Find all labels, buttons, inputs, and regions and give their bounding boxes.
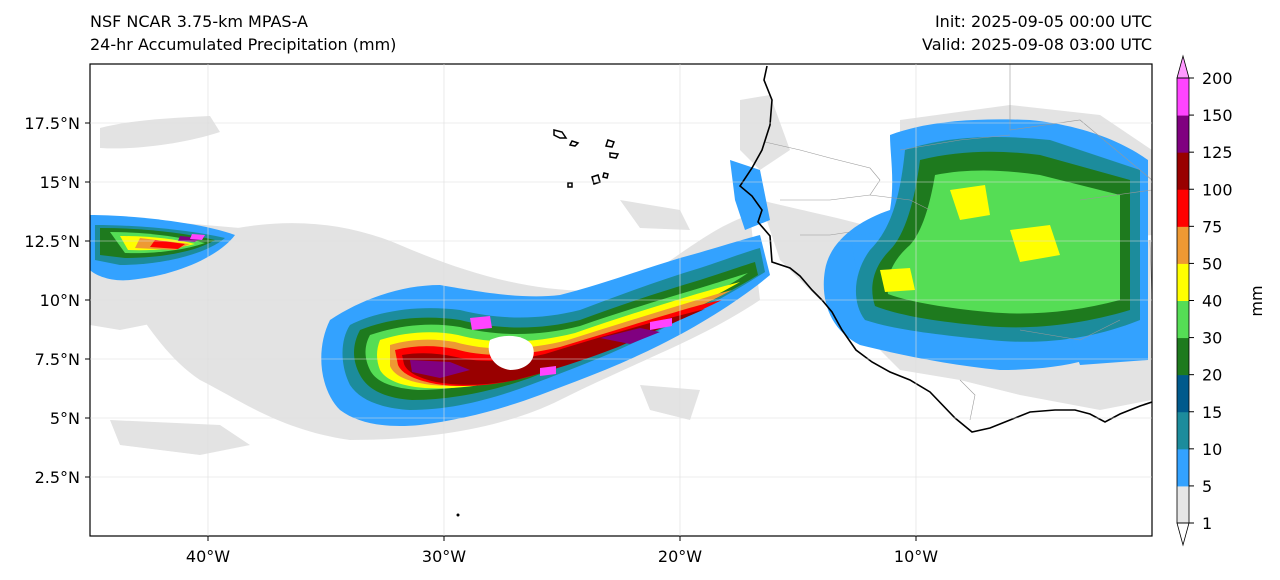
valid-time: Valid: 2025-09-08 03:00 UTC [921,35,1152,54]
colorbar-tick-label: 125 [1202,143,1233,162]
colorbar-segment [1177,448,1189,487]
lon-tick-label: 10°W [894,547,938,566]
colorbar-segment [1177,78,1189,116]
colorbar-tick-label: 100 [1202,180,1233,199]
colorbar-segment [1177,152,1189,190]
lat-tick-label: 5°N [50,409,80,428]
colorbar-tick-label: 1 [1202,514,1212,533]
precip-clear-area [488,335,534,370]
colorbar-tick-label: 150 [1202,106,1233,125]
colorbar-segment [1177,300,1189,339]
colorbar-segment [1177,115,1189,153]
colorbar-tick-label: 30 [1202,329,1222,348]
colorbar-segment [1177,263,1189,301]
lon-tick-label: 40°W [186,547,230,566]
country-borders [764,64,1152,421]
colorbar-tick-label: 75 [1202,217,1222,236]
colorbar-tick-label: 5 [1202,477,1212,496]
colorbar-segment [1177,411,1189,450]
precip-150mm [190,234,672,376]
init-time: Init: 2025-09-05 00:00 UTC [934,12,1152,31]
colorbar-segment [1177,337,1189,376]
colorbar-segment [1177,189,1189,227]
colorbar-extend-min [1176,522,1190,547]
precip-100mm [402,309,705,385]
map-area [90,64,1152,536]
lat-tick-label: 17.5°N [24,114,80,133]
colorbar-tick-label: 50 [1202,254,1222,273]
colorbar-extend-max [1176,54,1190,79]
model-name: NSF NCAR 3.75-km MPAS-A [90,12,308,31]
lat-tick-label: 7.5°N [35,350,80,369]
precip-125mm [178,236,660,378]
title-left: NSF NCAR 3.75-km MPAS-A 24-hr Accumulate… [90,11,396,57]
colorbar-tick-label: 15 [1202,403,1222,422]
colorbar-tick-label: 40 [1202,292,1222,311]
colorbar-unit-label: mm [1247,285,1266,316]
colorbar-segment [1177,226,1189,264]
lat-tick-label: 15°N [40,173,80,192]
lon-ticks: 40°W 30°W 20°W 10°W [186,64,938,566]
island-dot [456,513,460,517]
lat-ticks: 17.5°N 15°N 12.5°N 10°N 7.5°N 5°N 2.5°N [24,114,1152,487]
colorbar-segment [1177,374,1189,413]
colorbar-tick-label: 200 [1202,69,1233,88]
lon-tick-label: 20°W [658,547,702,566]
title-right: Init: 2025-09-05 00:00 UTC Valid: 2025-0… [922,11,1152,57]
colorbar-segment [1177,485,1189,524]
africa-coastline [738,65,1152,433]
colorbar-tick-label: 20 [1202,366,1222,385]
lat-tick-label: 10°N [40,291,80,310]
lon-tick-label: 30°W [422,547,466,566]
lat-tick-label: 2.5°N [35,468,80,487]
lat-tick-label: 12.5°N [24,232,80,251]
field-name: 24-hr Accumulated Precipitation (mm) [90,35,397,54]
colorbar-tick-label: 10 [1202,440,1222,459]
